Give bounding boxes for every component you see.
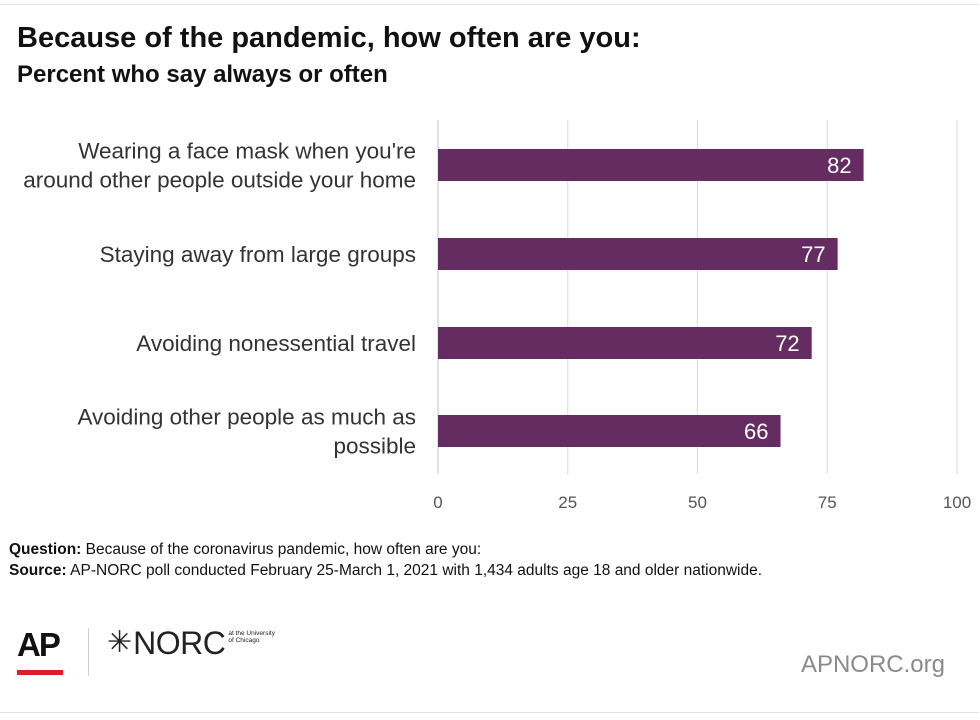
question-line: Question: Because of the coronavirus pan… bbox=[9, 539, 762, 560]
chart-subtitle: Percent who say always or often bbox=[17, 61, 388, 88]
question-text: Because of the coronavirus pandemic, how… bbox=[81, 541, 482, 558]
source-line: Source: AP-NORC poll conducted February … bbox=[9, 560, 762, 581]
bar-value-label: 72 bbox=[775, 331, 799, 356]
chart-title: Because of the pandemic, how often are y… bbox=[17, 22, 641, 54]
norc-logo: ✳ NORC at the University of Chicago bbox=[107, 625, 278, 661]
bar bbox=[438, 238, 838, 270]
source-label: Source: bbox=[9, 562, 67, 579]
norc-affiliation: at the University of Chicago bbox=[228, 630, 275, 644]
norc-star-icon: ✳ bbox=[107, 626, 133, 659]
question-label: Question: bbox=[9, 541, 82, 558]
category-label: Staying away from large groups bbox=[100, 242, 416, 267]
ap-logo: AP bbox=[17, 626, 61, 663]
logo-divider bbox=[88, 628, 89, 676]
bar bbox=[438, 149, 864, 181]
bar-value-label: 82 bbox=[827, 153, 851, 178]
bar bbox=[438, 327, 812, 359]
chart-frame bbox=[0, 4, 979, 713]
x-tick-label: 25 bbox=[558, 493, 577, 512]
category-label: Wearing a face mask when you're bbox=[78, 139, 416, 164]
category-label: Avoiding other people as much as bbox=[77, 405, 416, 430]
bar-value-label: 66 bbox=[744, 419, 768, 444]
category-label: possible bbox=[333, 434, 416, 459]
x-tick-label: 75 bbox=[818, 493, 837, 512]
site-link[interactable]: APNORC.org bbox=[800, 651, 945, 678]
bar-value-label: 77 bbox=[801, 242, 825, 267]
ap-logo-underline bbox=[17, 670, 63, 675]
source-text: AP-NORC poll conducted February 25-March… bbox=[66, 562, 763, 579]
bar bbox=[438, 415, 781, 447]
category-label: Avoiding nonessential travel bbox=[136, 331, 416, 356]
x-tick-label: 0 bbox=[433, 493, 442, 512]
category-label: around other people outside your home bbox=[23, 168, 416, 193]
x-tick-label: 100 bbox=[943, 493, 971, 512]
chart-notes: Question: Because of the coronavirus pan… bbox=[9, 539, 762, 581]
x-tick-label: 50 bbox=[688, 493, 707, 512]
norc-wordmark: NORC bbox=[133, 625, 226, 661]
